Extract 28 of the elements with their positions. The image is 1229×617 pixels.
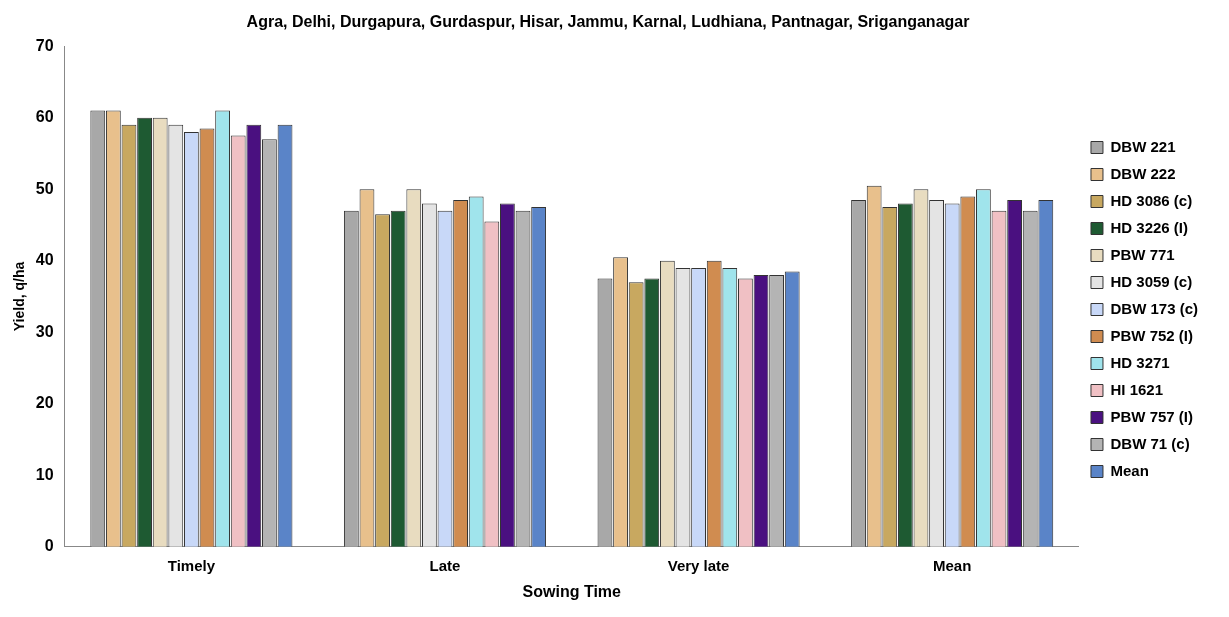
- y-tick-label: 10: [35, 465, 54, 483]
- x-axis-title: Sowing Time: [522, 582, 622, 600]
- legend-label: PBW 771: [1110, 245, 1175, 263]
- y-tick-label: 30: [35, 322, 54, 340]
- x-tick-label: Mean: [933, 556, 972, 574]
- y-tick-label: 40: [35, 251, 54, 269]
- y-tick-label: 60: [35, 108, 54, 126]
- y-tick-label: 0: [44, 537, 54, 555]
- legend-label: HD 3059 (c): [1110, 272, 1193, 290]
- legend-label: PBW 752 (I): [1110, 326, 1193, 344]
- legend-label: HD 3226 (I): [1110, 218, 1189, 236]
- legend-label: DBW 71 (c): [1110, 434, 1190, 452]
- legend-label: DBW 222: [1110, 164, 1176, 182]
- x-tick-label: Late: [429, 556, 461, 574]
- legend-label: HI 1621: [1110, 380, 1164, 398]
- legend-label: Mean: [1110, 461, 1149, 479]
- legend-label: DBW 173 (c): [1110, 299, 1199, 317]
- y-axis-title: Yield, q/ha: [11, 261, 28, 332]
- legend-label: DBW 221: [1110, 137, 1176, 155]
- legend-label: PBW 757 (I): [1110, 407, 1193, 425]
- legend-label: HD 3086 (c): [1110, 191, 1193, 209]
- legend-label: HD 3271: [1110, 353, 1170, 371]
- x-tick-label: Timely: [167, 556, 216, 574]
- y-tick-label: 70: [35, 36, 54, 54]
- y-tick-label: 50: [35, 179, 54, 197]
- chart-title: Agra, Delhi, Durgapura, Gurdaspur, Hisar, Jammu, Karnal, Ludhiana, Pantnagar, Sriganganagar: [246, 13, 970, 31]
- x-tick-label: Very late: [667, 556, 730, 574]
- y-tick-label: 20: [35, 394, 54, 412]
